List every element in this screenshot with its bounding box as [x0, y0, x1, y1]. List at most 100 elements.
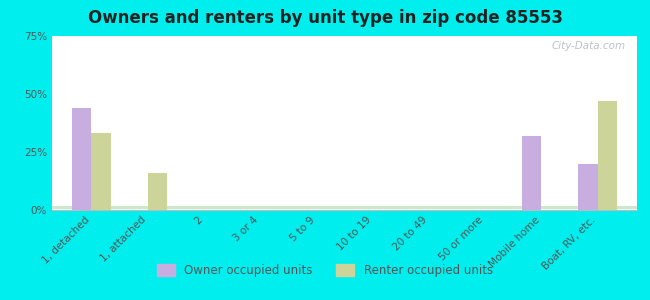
- Bar: [52, 207, 637, 209]
- Bar: [52, 208, 637, 210]
- Bar: [52, 207, 637, 208]
- Bar: [52, 208, 637, 209]
- Bar: [52, 208, 637, 209]
- Bar: [52, 207, 637, 209]
- Bar: [578, 164, 597, 210]
- Bar: [52, 207, 637, 208]
- Bar: [52, 208, 637, 209]
- Bar: [52, 208, 637, 210]
- Bar: [52, 207, 637, 208]
- Bar: [52, 208, 637, 210]
- Bar: [52, 208, 637, 209]
- Bar: [52, 208, 637, 209]
- Bar: [52, 207, 637, 209]
- Bar: [52, 207, 637, 209]
- Bar: [52, 207, 637, 208]
- Bar: [52, 208, 637, 210]
- Bar: [52, 208, 637, 210]
- Bar: [52, 208, 637, 210]
- Bar: [52, 207, 637, 209]
- Bar: [52, 207, 637, 208]
- Bar: [52, 207, 637, 209]
- Bar: [52, 208, 637, 209]
- Bar: [52, 208, 637, 209]
- Bar: [52, 208, 637, 209]
- Bar: [52, 207, 637, 208]
- Bar: [52, 207, 637, 208]
- Bar: [52, 208, 637, 209]
- Bar: [52, 208, 637, 209]
- Bar: [52, 208, 637, 210]
- Bar: [52, 208, 637, 210]
- Bar: [52, 208, 637, 210]
- Bar: [52, 207, 637, 209]
- Bar: [52, 208, 637, 209]
- Bar: [52, 207, 637, 208]
- Bar: [148, 173, 167, 210]
- Bar: [52, 208, 637, 210]
- Bar: [52, 207, 637, 208]
- Text: City-Data.com: City-Data.com: [551, 41, 625, 51]
- Bar: [52, 207, 637, 208]
- Bar: [52, 207, 637, 209]
- Bar: [52, 208, 637, 210]
- Bar: [52, 208, 637, 210]
- Bar: [52, 207, 637, 209]
- Bar: [52, 207, 637, 209]
- Bar: [52, 208, 637, 210]
- Bar: [52, 207, 637, 209]
- Bar: [52, 208, 637, 209]
- Bar: [52, 208, 637, 209]
- Bar: [52, 208, 637, 209]
- Bar: [52, 207, 637, 208]
- Bar: [52, 207, 637, 209]
- Bar: [597, 101, 618, 210]
- Bar: [52, 207, 637, 209]
- Bar: [52, 207, 637, 209]
- Bar: [52, 208, 637, 210]
- Bar: [52, 208, 637, 210]
- Bar: [52, 208, 637, 209]
- Text: Owners and renters by unit type in zip code 85553: Owners and renters by unit type in zip c…: [88, 9, 562, 27]
- Bar: [52, 207, 637, 209]
- Bar: [52, 207, 637, 208]
- Bar: [52, 208, 637, 209]
- Bar: [72, 108, 92, 210]
- Bar: [52, 207, 637, 209]
- Bar: [52, 208, 637, 210]
- Bar: [52, 208, 637, 210]
- Bar: [52, 207, 637, 208]
- Bar: [52, 208, 637, 210]
- Bar: [52, 207, 637, 209]
- Bar: [52, 208, 637, 210]
- Bar: [52, 208, 637, 210]
- Bar: [52, 208, 637, 209]
- Bar: [52, 207, 637, 209]
- Bar: [52, 207, 637, 209]
- Bar: [52, 208, 637, 210]
- Bar: [52, 207, 637, 209]
- Bar: [52, 207, 637, 209]
- Bar: [52, 207, 637, 209]
- Bar: [522, 136, 541, 210]
- Bar: [52, 207, 637, 209]
- Bar: [52, 207, 637, 209]
- Bar: [52, 208, 637, 210]
- Bar: [52, 207, 637, 209]
- Bar: [52, 207, 637, 208]
- Bar: [52, 208, 637, 210]
- Bar: [52, 207, 637, 208]
- Bar: [52, 207, 637, 208]
- Bar: [52, 207, 637, 208]
- Bar: [52, 207, 637, 209]
- Bar: [52, 207, 637, 209]
- Bar: [52, 208, 637, 210]
- Legend: Owner occupied units, Renter occupied units: Owner occupied units, Renter occupied un…: [153, 260, 497, 282]
- Bar: [52, 208, 637, 209]
- Bar: [92, 134, 111, 210]
- Bar: [52, 207, 637, 209]
- Bar: [52, 207, 637, 208]
- Bar: [52, 207, 637, 209]
- Bar: [52, 207, 637, 209]
- Bar: [52, 208, 637, 209]
